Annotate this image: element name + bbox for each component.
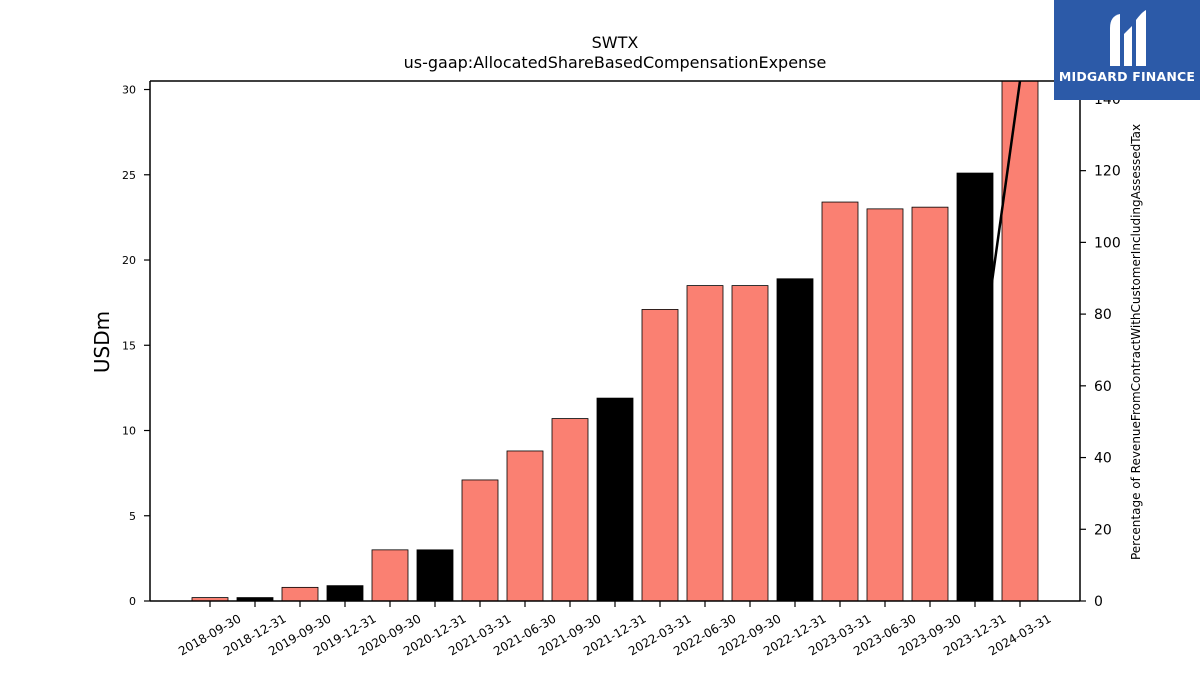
bar-2022-12-31	[776, 278, 814, 601]
bar-2020-09-30	[371, 549, 409, 601]
bar-2022-06-30	[686, 285, 724, 601]
y2-tick-label: 20	[1094, 522, 1112, 538]
y-tick-label: 25	[122, 169, 136, 182]
y2-axis-label: Percentage of RevenueFromContractWithCus…	[1129, 124, 1143, 560]
brand-logo: MIDGARD FINANCE	[1054, 0, 1200, 100]
bar-2019-12-31	[326, 585, 364, 601]
y-tick-label: 0	[129, 595, 136, 608]
y2-tick-label: 100	[1094, 235, 1121, 251]
y2-tick-label: 60	[1094, 379, 1112, 395]
bar-2023-12-31	[956, 172, 994, 601]
logo-mark-icon	[1110, 10, 1146, 66]
y-tick-label: 30	[122, 84, 136, 97]
y2-tick-label: 120	[1094, 164, 1121, 180]
y2-tick-label: 40	[1094, 451, 1112, 467]
bar-2021-12-31	[596, 397, 634, 601]
bar-2024-03-31	[1001, 81, 1039, 601]
y2-tick-label: 80	[1094, 307, 1112, 323]
bar-2023-09-30	[911, 206, 949, 601]
logo-text: MIDGARD FINANCE	[1058, 69, 1196, 84]
ratio-line	[973, 81, 1022, 404]
chart-subtitle: us-gaap:AllocatedShareBasedCompensationE…	[404, 53, 827, 72]
y-tick-label: 10	[122, 425, 136, 438]
bar-2023-03-31	[821, 201, 859, 601]
bar-2021-06-30	[506, 450, 544, 601]
bar-2023-06-30	[866, 208, 904, 601]
bar-2019-09-30	[281, 586, 319, 601]
bar-2022-09-30	[731, 285, 769, 601]
y-tick-label: 15	[122, 339, 136, 352]
y2-tick-label: 0	[1094, 594, 1103, 610]
chart-title: SWTX	[592, 33, 639, 52]
bar-2021-03-31	[461, 479, 499, 601]
bar-2020-12-31	[416, 549, 454, 601]
bars	[191, 81, 1039, 601]
y-tick-label: 5	[129, 510, 136, 523]
ratio-line-series	[973, 81, 1022, 404]
bar-2022-03-31	[641, 309, 679, 601]
bar-2021-09-30	[551, 418, 589, 601]
y-axis-label: USDm	[90, 311, 114, 373]
y-tick-label: 20	[122, 254, 136, 267]
